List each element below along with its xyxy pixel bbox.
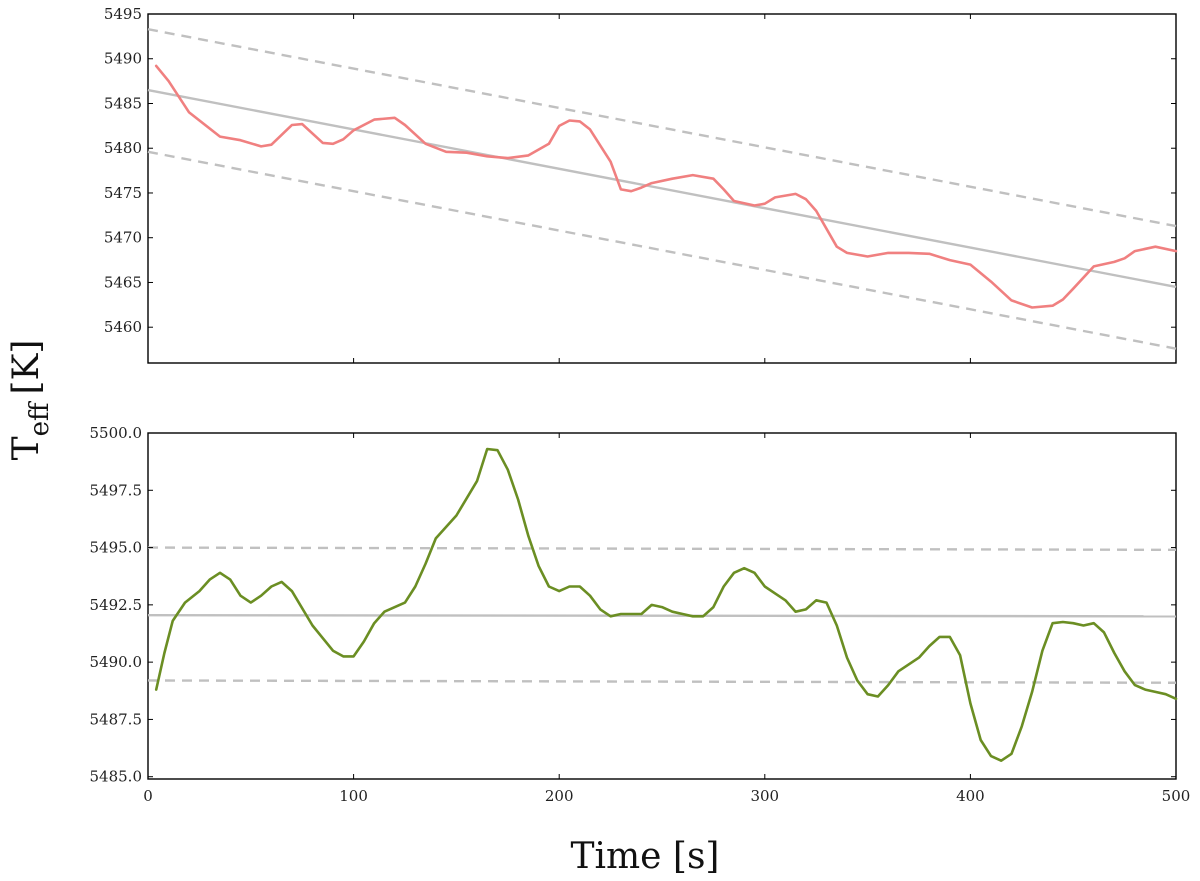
top-ytick-label: 5460	[104, 318, 142, 336]
bottom-trend-line	[147, 613, 1177, 618]
top-ytick-label: 5465	[104, 273, 142, 291]
bottom-series	[154, 447, 1178, 763]
x-axis-label: Time [s]	[571, 836, 720, 877]
bottom-series-line	[154, 447, 1178, 763]
top-ytick-label: 5475	[104, 184, 142, 202]
top-ticks: 5460 5465 5470 5475 5480 5485 5490 5495	[104, 5, 1177, 363]
bottom-xtick-label: 200	[545, 787, 574, 805]
top-ytick-label: 5495	[104, 5, 142, 23]
top-upper-band-line	[147, 28, 1177, 228]
top-lower-band-line	[147, 150, 1177, 350]
bottom-lower-band-line	[147, 679, 1177, 684]
bottom-xtick-label: 400	[956, 787, 985, 805]
y-axis-label-sub: eff	[25, 400, 55, 436]
bottom-ytick-label: 5487.5	[90, 710, 143, 728]
bottom-xtick-label: 0	[143, 787, 153, 805]
y-axis-label: Teff [K]	[6, 340, 55, 461]
bottom-upper-band-line	[147, 546, 1177, 552]
y-axis-label-unit: [K]	[6, 340, 47, 395]
bottom-xtick-label: 100	[339, 787, 368, 805]
bottom-panel: 5485.0 5487.5 5490.0 5492.5 5495.0 5497.5 5500…	[90, 424, 1191, 805]
y-axis-label-main: T	[6, 436, 47, 460]
top-trend-line	[147, 88, 1177, 289]
top-series	[154, 64, 1178, 309]
bottom-ytick-label: 5495.0	[90, 539, 143, 557]
bottom-reference-lines	[147, 546, 1177, 684]
top-reference-lines	[147, 28, 1177, 350]
bottom-ytick-label: 5497.5	[90, 481, 143, 499]
top-ytick-label: 5485	[104, 94, 142, 112]
bottom-xtick-label: 300	[750, 787, 779, 805]
bottom-ticks: 5485.0 5487.5 5490.0 5492.5 5495.0 5497.5 5500…	[90, 424, 1191, 805]
top-ytick-label: 5470	[104, 229, 142, 247]
top-panel: 5460 5465 5470 5475 5480 5485 5490 5495	[104, 5, 1178, 364]
top-series-line	[154, 64, 1178, 309]
bottom-ytick-label: 5500.0	[90, 424, 143, 442]
top-ytick-label: 5480	[104, 139, 142, 157]
bottom-ytick-label: 5485.0	[90, 768, 143, 786]
bottom-ytick-label: 5492.5	[90, 596, 143, 614]
bottom-ytick-label: 5490.0	[90, 653, 143, 671]
bottom-xtick-label: 500	[1162, 787, 1191, 805]
top-ytick-label: 5490	[104, 50, 142, 68]
